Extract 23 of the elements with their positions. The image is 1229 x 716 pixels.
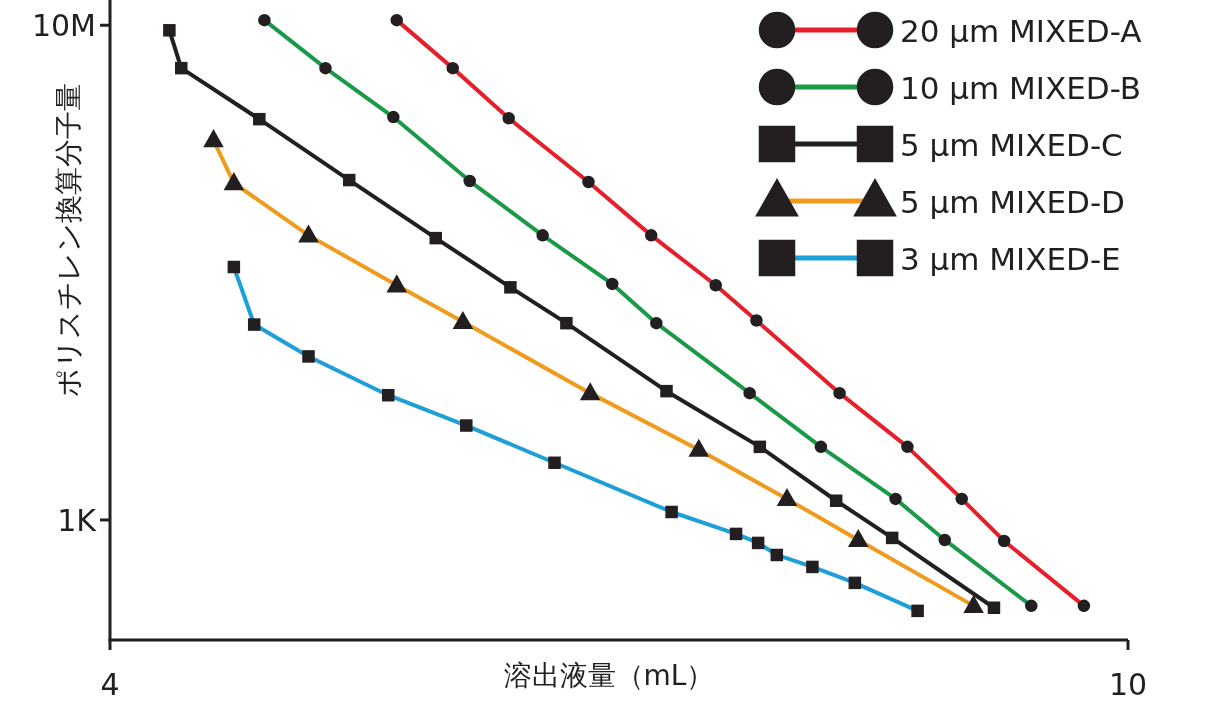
legend-label: 5 μm MIXED-D — [900, 184, 1125, 220]
y-tick-label: 1K — [57, 502, 98, 538]
point — [504, 281, 517, 294]
legend-label: 3 μm MIXED-E — [900, 241, 1121, 277]
x-tick-label: 10 — [1108, 667, 1148, 702]
point — [885, 531, 899, 545]
legend-label: 10 μm MIXED-B — [900, 70, 1142, 106]
point — [163, 24, 176, 37]
x-tick-label: 4 — [100, 667, 120, 702]
point — [987, 601, 1001, 615]
point — [560, 316, 573, 330]
point — [342, 173, 356, 187]
x-axis-title: 溶出液量（mL） — [503, 659, 715, 692]
y-axis-title: ポリスチレン換算分子量 — [52, 83, 85, 397]
point — [660, 384, 673, 398]
point — [829, 494, 843, 507]
y-tick-label: 10M — [31, 8, 96, 44]
legend-label: 20 μm MIXED-A — [900, 13, 1142, 49]
point — [753, 440, 767, 454]
legend-label: 5 μm MIXED-C — [900, 127, 1123, 163]
point — [175, 61, 188, 75]
point — [253, 112, 266, 126]
point — [429, 231, 443, 245]
